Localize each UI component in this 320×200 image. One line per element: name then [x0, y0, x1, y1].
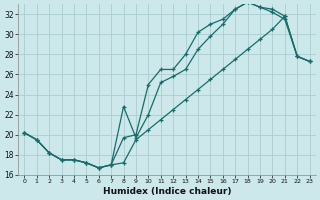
X-axis label: Humidex (Indice chaleur): Humidex (Indice chaleur): [103, 187, 231, 196]
